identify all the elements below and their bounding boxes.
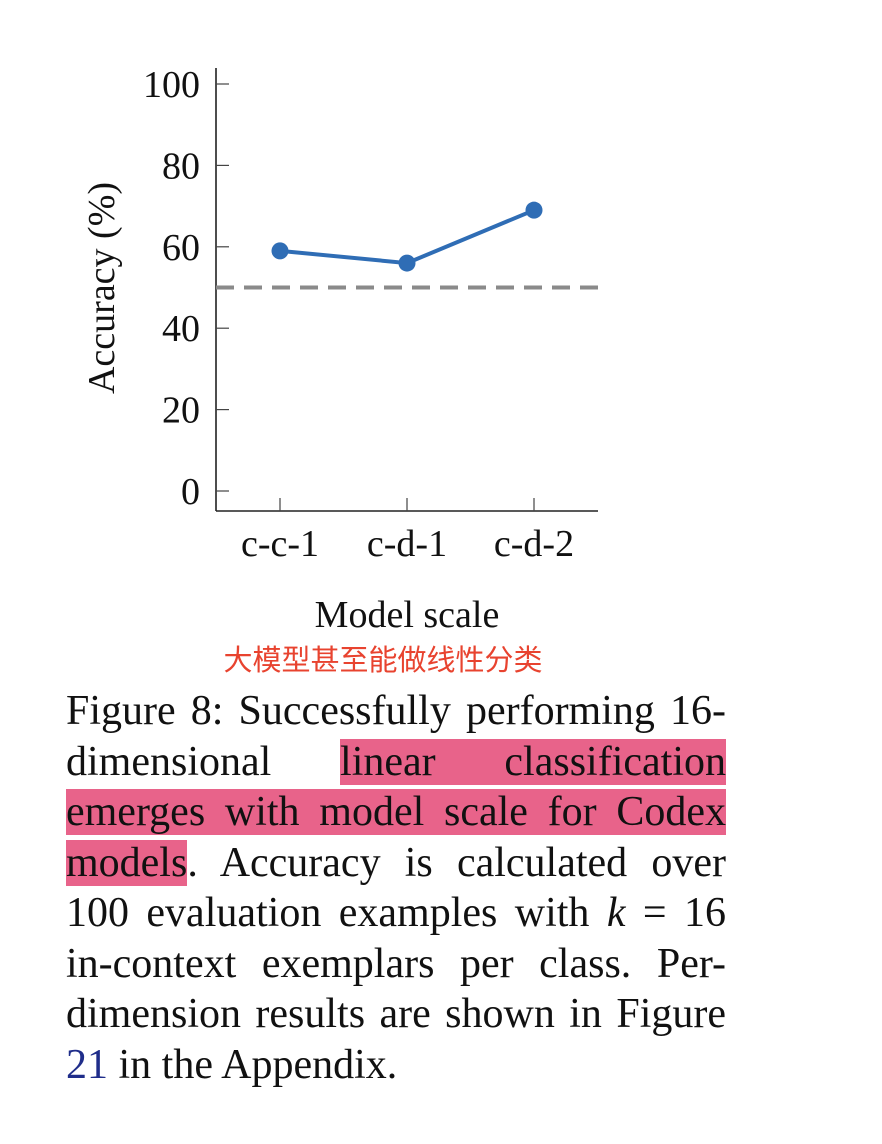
caption-part-2: . Accuracy is calculated over 100 evalua… (66, 839, 726, 937)
accuracy-chart: 0 20 40 60 80 100 c-c-1 c-d-1 c-d-2 Accuracy (%… (81, 64, 598, 636)
x-tick-label: c-c-1 (241, 523, 319, 565)
caption-part-3: = 16 in-context exemplars per class. Per… (66, 890, 726, 1037)
data-point (525, 201, 543, 219)
y-axis-label: Accuracy (%) (81, 182, 123, 394)
series-group (271, 201, 543, 272)
y-tick-label: 100 (143, 64, 200, 106)
caption-math-k: k (606, 890, 626, 936)
y-tick-label: 80 (162, 145, 200, 187)
x-ticks: c-c-1 c-d-1 c-d-2 (241, 498, 574, 565)
y-tick-label: 60 (162, 227, 200, 269)
x-tick-label: c-d-1 (367, 523, 447, 565)
y-ticks: 0 20 40 60 80 100 (143, 64, 229, 513)
data-point (271, 242, 289, 260)
y-tick-label: 40 (162, 308, 200, 350)
caption-part-4: in the Appendix. (108, 1041, 398, 1088)
figure-caption: Figure 8: Successfully performing 16-dim… (66, 686, 726, 1090)
figure-reference-link[interactable]: 21 (66, 1041, 108, 1088)
data-point (398, 254, 416, 272)
y-tick-label: 0 (181, 471, 200, 513)
x-axis-label: Model scale (315, 594, 500, 636)
caption-part-1: Figure 8: Successfully performing 16-dim… (66, 688, 726, 785)
x-tick-label: c-d-2 (494, 523, 574, 565)
y-tick-label: 20 (162, 390, 200, 432)
chinese-annotation: 大模型甚至能做线性分类 (223, 643, 543, 677)
